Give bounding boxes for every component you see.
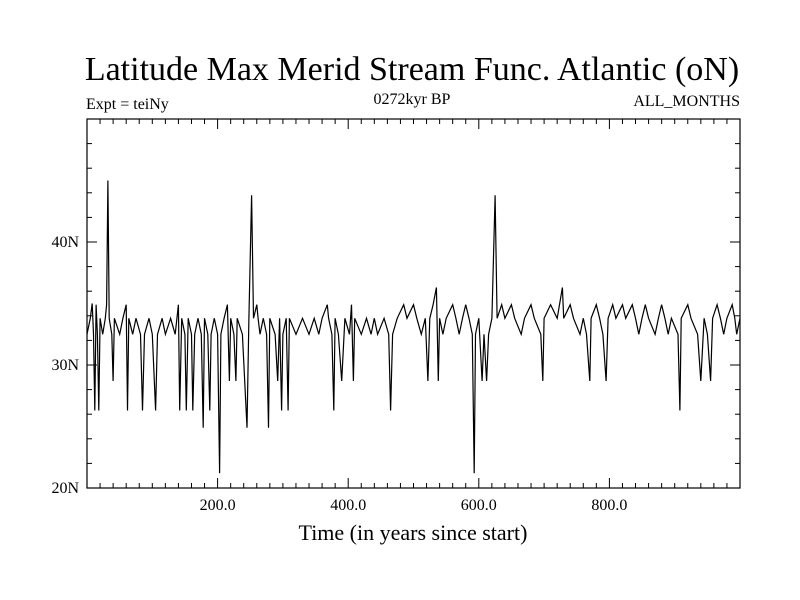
subtitle-left: Expt = teiNy xyxy=(86,96,169,113)
y-tick-label: 40N xyxy=(51,234,79,251)
x-tick-label: 200.0 xyxy=(200,497,236,514)
x-axis-label: Time (in years since start) xyxy=(299,520,528,545)
subtitle-center: 0272kyr BP xyxy=(374,91,451,108)
y-tick-label: 30N xyxy=(51,357,79,374)
series-group xyxy=(86,180,741,474)
x-tick-label: 600.0 xyxy=(461,497,497,514)
subtitle-right: ALL_MONTHS xyxy=(633,93,740,110)
y-tick-label: 20N xyxy=(51,480,79,497)
series-line-0 xyxy=(86,180,741,474)
chart-title: Latitude Max Merid Stream Func. Atlantic… xyxy=(85,51,739,88)
x-tick-label: 800.0 xyxy=(591,497,627,514)
x-tick-label: 400.0 xyxy=(330,497,366,514)
axes-group: 200.0 400.0 600.0 800.0 20N 30N 40N xyxy=(51,119,740,514)
